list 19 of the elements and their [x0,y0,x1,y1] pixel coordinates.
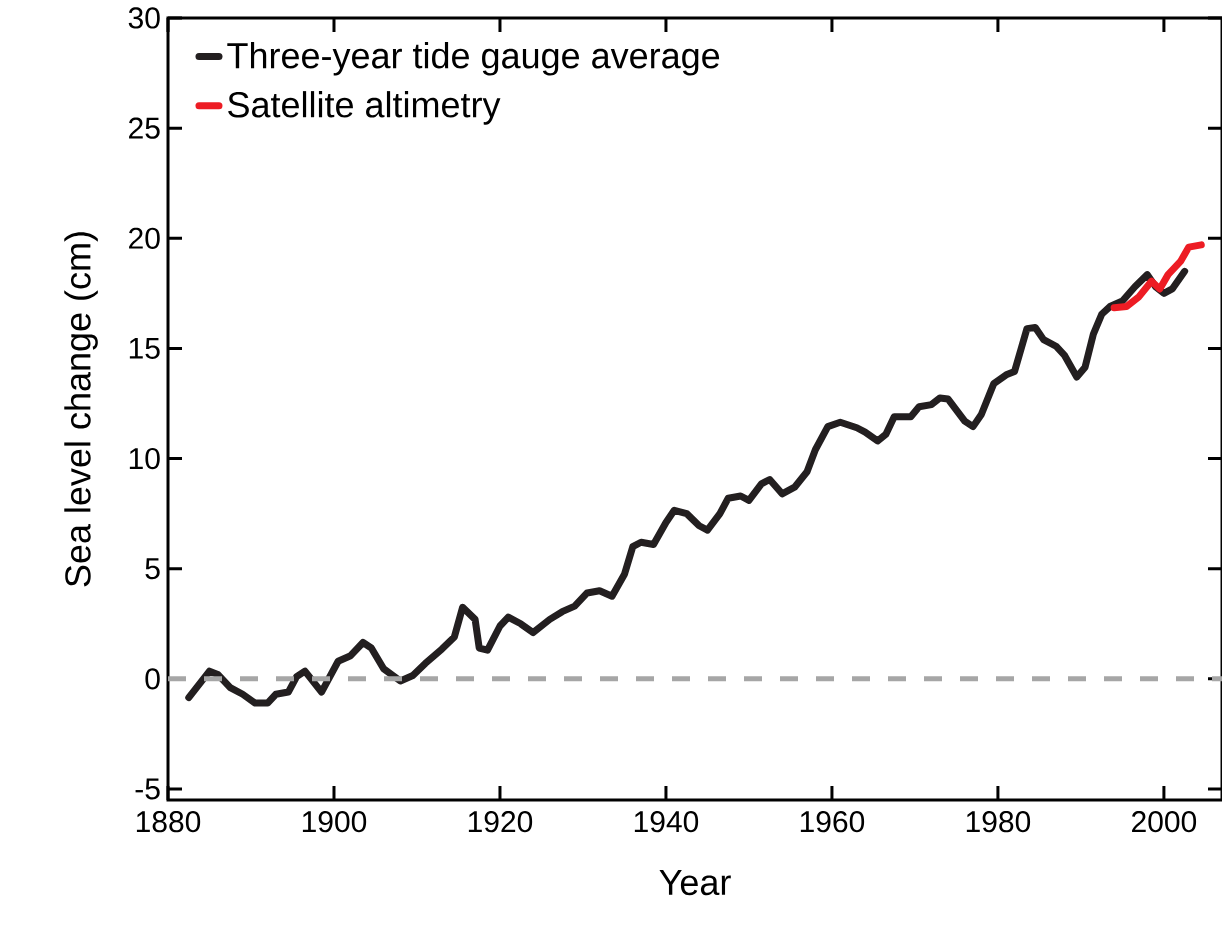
x-tick-label: 1880 [136,811,201,833]
y-tick-label: 15 [129,337,160,359]
y-tick-label: 10 [129,447,160,470]
legend-label: Three-year tide gauge average [227,42,720,76]
y-tick-label: 20 [129,227,160,249]
x-tick-label: 1940 [634,811,699,833]
y-tick-label: 25 [129,117,160,139]
y-tick-label: 0 [145,668,160,690]
x-tick-label: 2000 [1132,811,1197,833]
x-tick-label: 1960 [800,811,865,833]
legend-label: Satellite altimetry [228,91,501,125]
x-tick-label: 1980 [966,811,1031,833]
x-tick-label: 1920 [468,811,533,833]
y-tick-label: -5 [135,778,160,800]
y-tick-label: 5 [145,558,160,580]
y-tick-label: 30 [128,7,160,29]
y-axis-title: Sea level change (cm) [64,232,98,587]
x-axis-title: Year [659,870,731,896]
x-tick-label: 1900 [302,811,367,833]
